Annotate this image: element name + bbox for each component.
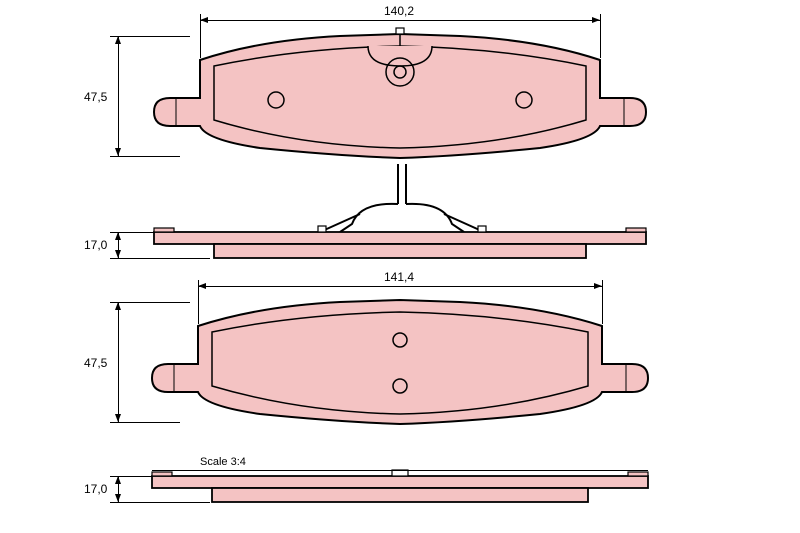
arrow-icon	[115, 494, 121, 502]
ext-line	[600, 14, 601, 58]
arrow-icon	[115, 232, 121, 240]
dim-line	[118, 302, 119, 422]
ext-line	[110, 156, 180, 157]
dim-line	[198, 286, 602, 287]
edge-plate	[154, 232, 646, 244]
dim-line	[200, 20, 600, 21]
dim-top-width: 140,2	[384, 4, 414, 18]
arrow-icon	[198, 283, 206, 289]
lower-pad-face-view	[152, 300, 648, 424]
dim-bottom-height: 47,5	[84, 356, 107, 370]
ext-line	[110, 258, 210, 259]
arrow-icon	[115, 148, 121, 156]
arrow-icon	[594, 283, 602, 289]
ext-line	[602, 280, 603, 324]
ext-line	[110, 502, 210, 503]
ext-line	[110, 302, 190, 303]
edge-friction-lower	[212, 488, 588, 502]
scale-label: Scale 3:4	[200, 456, 246, 468]
retaining-clip	[320, 164, 484, 232]
edge-friction	[214, 244, 586, 258]
arrow-icon	[592, 17, 600, 23]
dim-top-thickness: 17,0	[84, 238, 107, 252]
lower-pad-edge-view	[152, 470, 648, 502]
upper-pad-edge-view	[154, 164, 646, 258]
ext-line	[152, 470, 648, 471]
dim-top-height: 47,5	[84, 90, 107, 104]
drawing-svg	[0, 0, 800, 533]
dim-bottom-width: 141,4	[384, 270, 414, 284]
arrow-icon	[115, 414, 121, 422]
technical-drawing: 140,2 47,5 17,0 141,4 47,5 17,0 Scale 3:…	[0, 0, 800, 533]
arrow-icon	[115, 476, 121, 484]
ext-line	[110, 422, 180, 423]
dim-bottom-thickness: 17,0	[84, 482, 107, 496]
ext-line	[110, 36, 190, 37]
arrow-icon	[115, 36, 121, 44]
edge-plate-lower	[152, 476, 648, 488]
arrow-icon	[115, 302, 121, 310]
arrow-icon	[200, 17, 208, 23]
arrow-icon	[115, 250, 121, 258]
upper-pad-face-view	[154, 28, 646, 158]
dim-line	[118, 36, 119, 156]
pad-outline-lower	[152, 300, 648, 424]
